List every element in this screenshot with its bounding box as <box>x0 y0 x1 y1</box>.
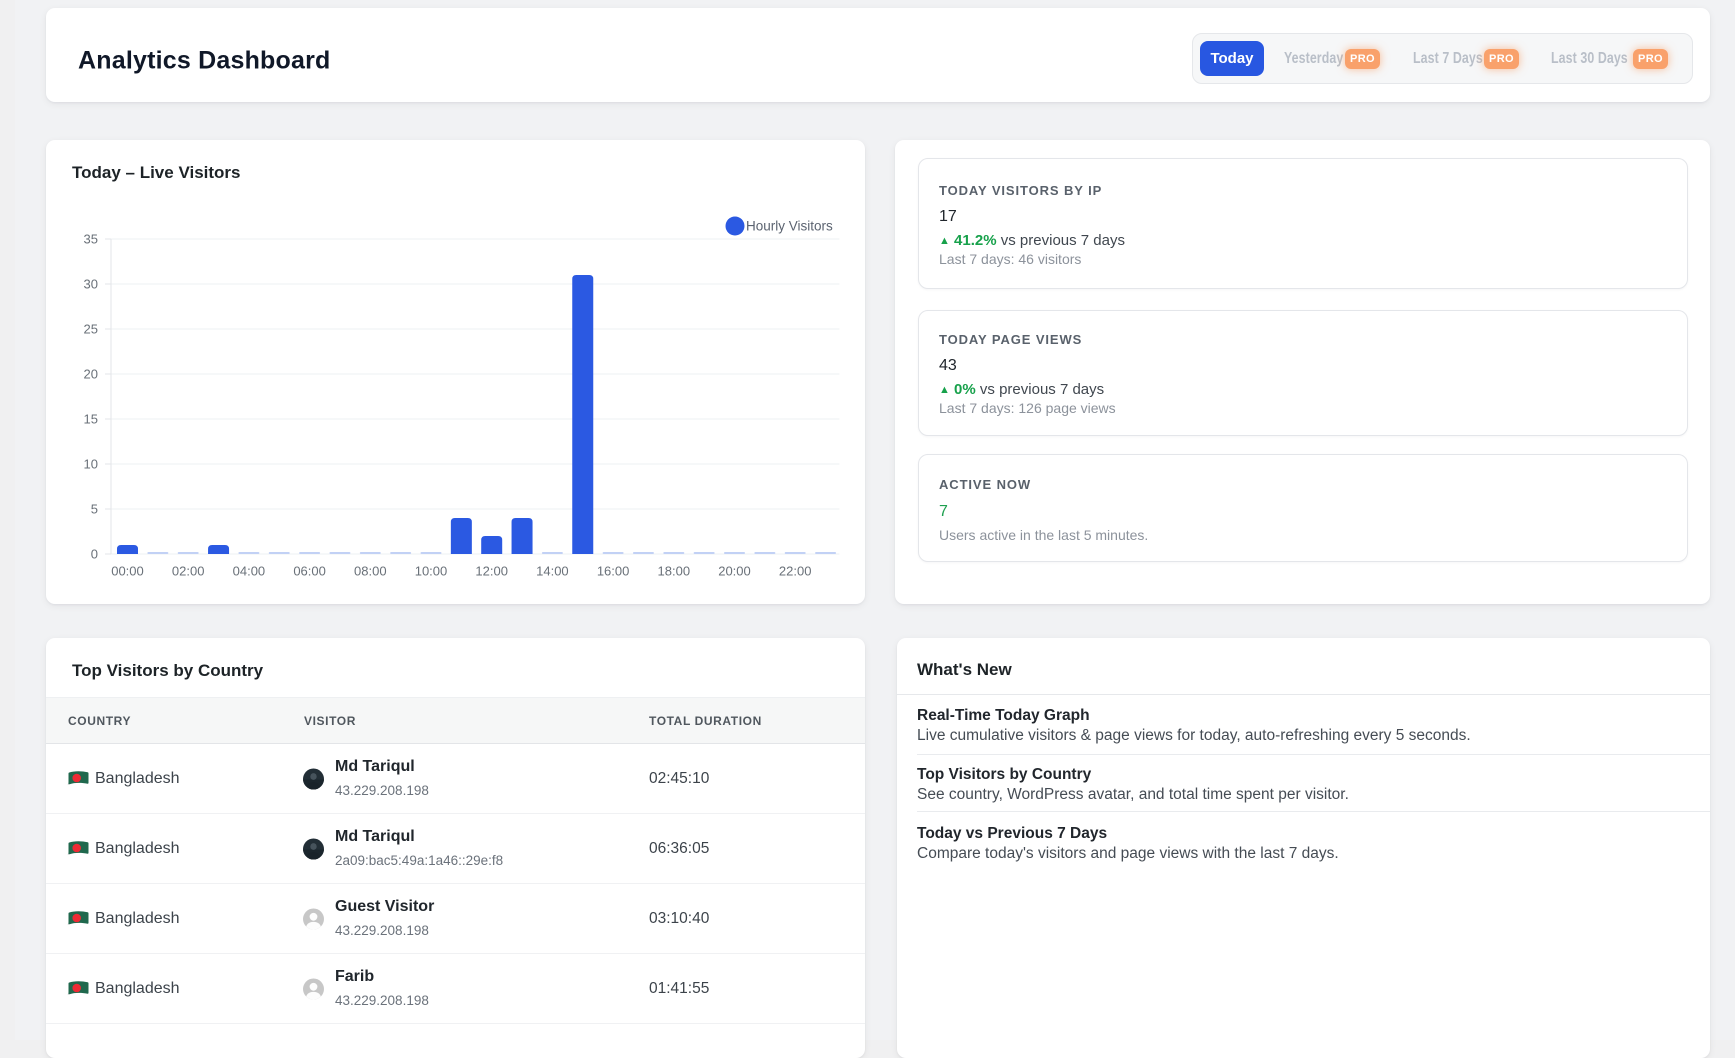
svg-text:16:00: 16:00 <box>597 564 630 579</box>
svg-text:20: 20 <box>84 367 98 382</box>
svg-text:02:00: 02:00 <box>172 564 205 579</box>
svg-text:20:00: 20:00 <box>718 564 751 579</box>
svg-text:00:00: 00:00 <box>111 564 144 579</box>
svg-text:15: 15 <box>84 412 98 427</box>
svg-text:30: 30 <box>84 277 98 292</box>
svg-text:06:00: 06:00 <box>293 564 326 579</box>
svg-text:14:00: 14:00 <box>536 564 569 579</box>
svg-text:12:00: 12:00 <box>475 564 508 579</box>
svg-text:10: 10 <box>84 457 98 472</box>
svg-text:35: 35 <box>84 232 98 247</box>
svg-text:Hourly Visitors: Hourly Visitors <box>746 219 833 234</box>
svg-text:25: 25 <box>84 322 98 337</box>
svg-text:08:00: 08:00 <box>354 564 387 579</box>
svg-text:10:00: 10:00 <box>415 564 448 579</box>
svg-text:18:00: 18:00 <box>658 564 691 579</box>
svg-text:5: 5 <box>91 502 98 517</box>
svg-text:22:00: 22:00 <box>779 564 812 579</box>
svg-text:0: 0 <box>91 547 98 562</box>
svg-text:04:00: 04:00 <box>233 564 266 579</box>
